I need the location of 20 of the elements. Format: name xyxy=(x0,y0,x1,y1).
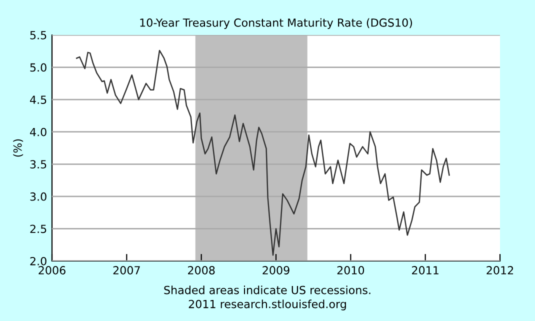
x-tick-label: 2011 xyxy=(412,266,438,274)
y-tick-label: 5.5 xyxy=(30,31,46,40)
y-tick-label: 3.5 xyxy=(30,160,46,169)
line-series xyxy=(76,50,450,256)
x-tick-label: 2010 xyxy=(337,266,364,274)
x-tick-label: 2006 xyxy=(38,266,66,274)
y-tick-label: 3.0 xyxy=(30,192,46,201)
text: 2011 research.stlouisfed.org xyxy=(188,300,346,310)
y-tick-label: 2.0 xyxy=(30,256,46,266)
x-tick-label: 2008 xyxy=(188,266,215,274)
chart-title: 10-Year Treasury Constant Maturity Rate (DGS10) xyxy=(140,18,412,29)
y-axis-title: (%) xyxy=(13,139,24,157)
text: Shaded areas indicate US recessions. xyxy=(164,286,370,294)
y-tick-label: 4.0 xyxy=(30,128,46,136)
y-tick-label: 4.5 xyxy=(30,96,46,104)
x-tick-label: 2007 xyxy=(113,266,140,274)
y-tick-label: 2.5 xyxy=(30,224,46,234)
x-tick-label: 2012 xyxy=(486,266,514,274)
x-tick-label: 2009 xyxy=(262,266,290,274)
y-tick-label: 5.0 xyxy=(30,63,46,72)
